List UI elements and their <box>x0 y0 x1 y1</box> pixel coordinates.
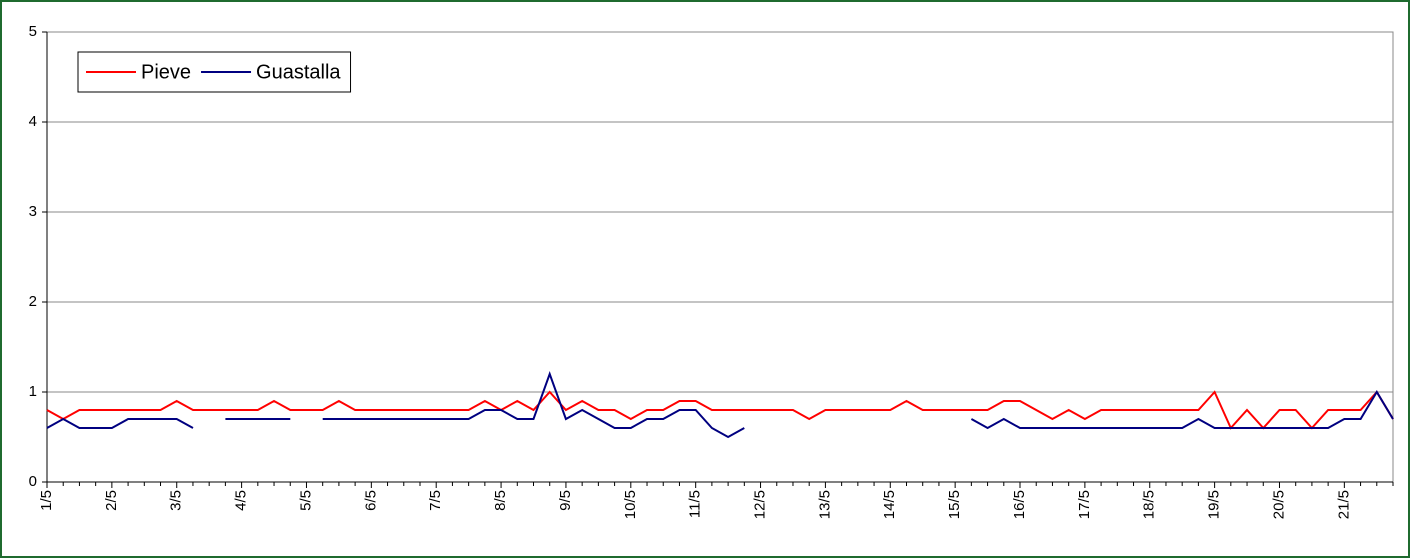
x-tick-label: 6/5 <box>362 490 379 511</box>
y-tick-label: 1 <box>29 383 37 400</box>
series-line <box>46 390 1394 430</box>
plot-area <box>46 31 1394 483</box>
x-tick-label: 16/5 <box>1011 490 1028 519</box>
x-tick-label: 13/5 <box>816 490 833 519</box>
x-tick-label: 10/5 <box>622 490 639 519</box>
x-tick-label: 3/5 <box>168 490 185 511</box>
x-tick-label: 11/5 <box>687 490 704 518</box>
x-tick-label: 5/5 <box>297 490 314 511</box>
x-tick-label: 18/5 <box>1141 490 1158 519</box>
x-tick-label: 8/5 <box>492 490 509 511</box>
x-tick-label: 2/5 <box>103 490 120 511</box>
legend-label: Guastalla <box>256 61 341 83</box>
x-tick-label: 19/5 <box>1206 490 1223 519</box>
y-tick-label: 3 <box>29 203 37 220</box>
x-tick-label: 7/5 <box>427 490 444 511</box>
x-tick-label: 17/5 <box>1076 490 1093 519</box>
x-tick-label: 1/5 <box>38 490 55 511</box>
y-tick-label: 4 <box>29 113 37 130</box>
x-tick-label: 12/5 <box>752 490 769 519</box>
x-tick-label: 21/5 <box>1335 490 1352 519</box>
x-tick-label: 15/5 <box>946 490 963 519</box>
y-tick-label: 0 <box>29 473 37 490</box>
legend-label: Pieve <box>141 61 191 83</box>
series-line <box>46 371 1394 439</box>
y-tick-label: 5 <box>29 23 37 40</box>
x-tick-label: 14/5 <box>881 490 898 519</box>
y-tick-label: 2 <box>29 293 37 310</box>
x-tick-label: 9/5 <box>557 490 574 511</box>
x-tick-label: 4/5 <box>233 490 250 511</box>
x-tick-label: 20/5 <box>1270 490 1287 519</box>
